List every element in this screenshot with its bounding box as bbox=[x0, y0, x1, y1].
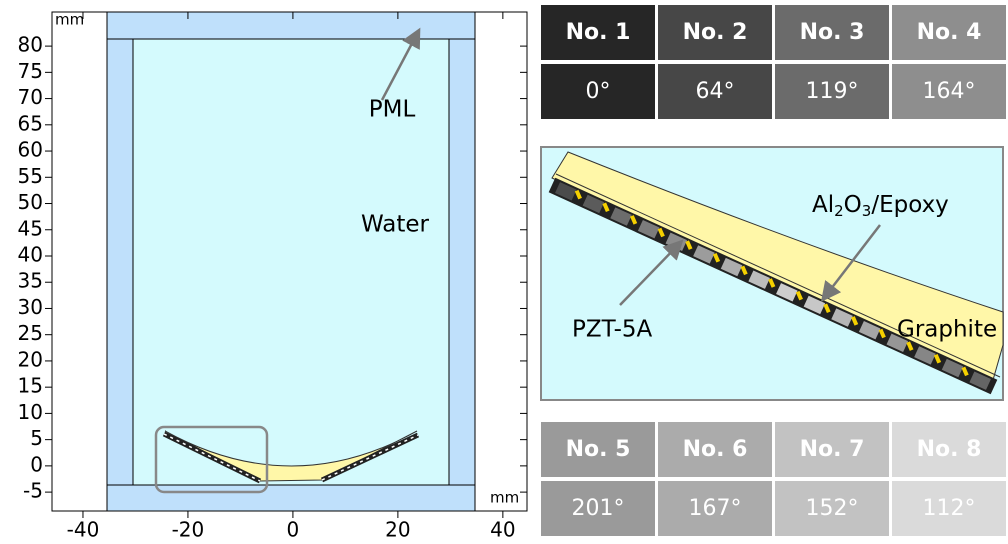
pml-label: PML bbox=[369, 97, 416, 123]
y-tick-label: -5 bbox=[23, 479, 43, 503]
strip-element bbox=[668, 238, 685, 246]
angle-text: 0° bbox=[586, 79, 611, 104]
y-tick-label: 70 bbox=[18, 85, 43, 109]
y-tick-label: 25 bbox=[18, 321, 43, 345]
strip-element bbox=[834, 314, 851, 322]
matching-label: Al2O3/Epoxy bbox=[812, 192, 949, 220]
strip-element bbox=[751, 276, 768, 284]
text-sub: 3 bbox=[862, 202, 872, 220]
y-tick-label: 45 bbox=[18, 216, 43, 240]
y-tick-label: 30 bbox=[18, 295, 43, 319]
y-tick-label: 40 bbox=[18, 242, 43, 266]
x-tick-label: -20 bbox=[172, 518, 205, 542]
angle-table-bottom: No. 5 201° No. 6 167° No. 7 152° No. 8 112° bbox=[541, 422, 1006, 536]
y-tick-label: 75 bbox=[18, 59, 43, 83]
x-tick-label: 20 bbox=[385, 518, 410, 542]
y-tick-label: 55 bbox=[18, 164, 43, 188]
text-part: O bbox=[844, 192, 862, 218]
y-tick-label: 20 bbox=[18, 347, 43, 371]
y-tick-label: 80 bbox=[18, 33, 43, 57]
y-tick-label: 10 bbox=[18, 400, 43, 424]
strip-element bbox=[696, 251, 713, 259]
text-sub: 2 bbox=[834, 202, 844, 220]
piezo-label: PZT-5A bbox=[572, 317, 652, 343]
strip-element bbox=[613, 213, 630, 221]
header-text: No. 6 bbox=[683, 437, 748, 462]
header-text: No. 7 bbox=[800, 437, 865, 462]
angle-text: 201° bbox=[572, 496, 625, 521]
y-tick-label: 0 bbox=[30, 452, 43, 476]
header-text: No. 3 bbox=[800, 20, 865, 45]
header-text: No. 2 bbox=[683, 20, 748, 45]
backing-label: Graphite bbox=[897, 317, 997, 343]
strip-element bbox=[972, 377, 989, 385]
strip-element bbox=[640, 225, 657, 233]
strip-element bbox=[558, 188, 575, 196]
x-tick-label: -40 bbox=[67, 518, 100, 542]
y-tick-label: 50 bbox=[18, 190, 43, 214]
strip-element bbox=[723, 263, 740, 271]
angle-table-top: No. 1 0° No. 2 64° No. 3 119° No. 4 164° bbox=[541, 5, 1006, 119]
strip-element bbox=[585, 200, 602, 208]
strip-element bbox=[917, 352, 934, 360]
header-text: No. 1 bbox=[566, 20, 631, 45]
angle-text: 152° bbox=[806, 496, 859, 521]
water-label: Water bbox=[361, 212, 430, 238]
strip-element bbox=[779, 289, 796, 297]
y-tick-label: 15 bbox=[18, 374, 43, 398]
y-unit: mm bbox=[55, 11, 84, 29]
strip-element bbox=[861, 326, 878, 334]
text-part: Al bbox=[812, 192, 834, 218]
text-part: /Epoxy bbox=[871, 192, 948, 218]
y-tick-label: 60 bbox=[18, 138, 43, 162]
domain-plot: PML Water mm mm -50510152025303540455055… bbox=[18, 11, 527, 542]
x-unit: mm bbox=[490, 489, 519, 507]
angle-text: 167° bbox=[689, 496, 742, 521]
angle-text: 64° bbox=[696, 79, 735, 104]
inset: Al2O3/Epoxy PZT-5A Graphite bbox=[541, 147, 1003, 400]
header-text: No. 5 bbox=[566, 437, 631, 462]
x-tick-label: 40 bbox=[490, 518, 515, 542]
y-tick-label: 5 bbox=[30, 426, 43, 450]
header-text: No. 8 bbox=[917, 437, 982, 462]
angle-text: 112° bbox=[923, 496, 976, 521]
strip-element bbox=[806, 301, 823, 309]
x-tick-label: 0 bbox=[287, 518, 300, 542]
header-text: No. 4 bbox=[917, 20, 982, 45]
strip-element bbox=[944, 364, 961, 372]
angle-text: 164° bbox=[923, 79, 976, 104]
y-tick-label: 35 bbox=[18, 269, 43, 293]
angle-text: 119° bbox=[806, 79, 859, 104]
y-tick-label: 65 bbox=[18, 111, 43, 135]
figure: PML Water mm mm -50510152025303540455055… bbox=[0, 0, 1008, 544]
